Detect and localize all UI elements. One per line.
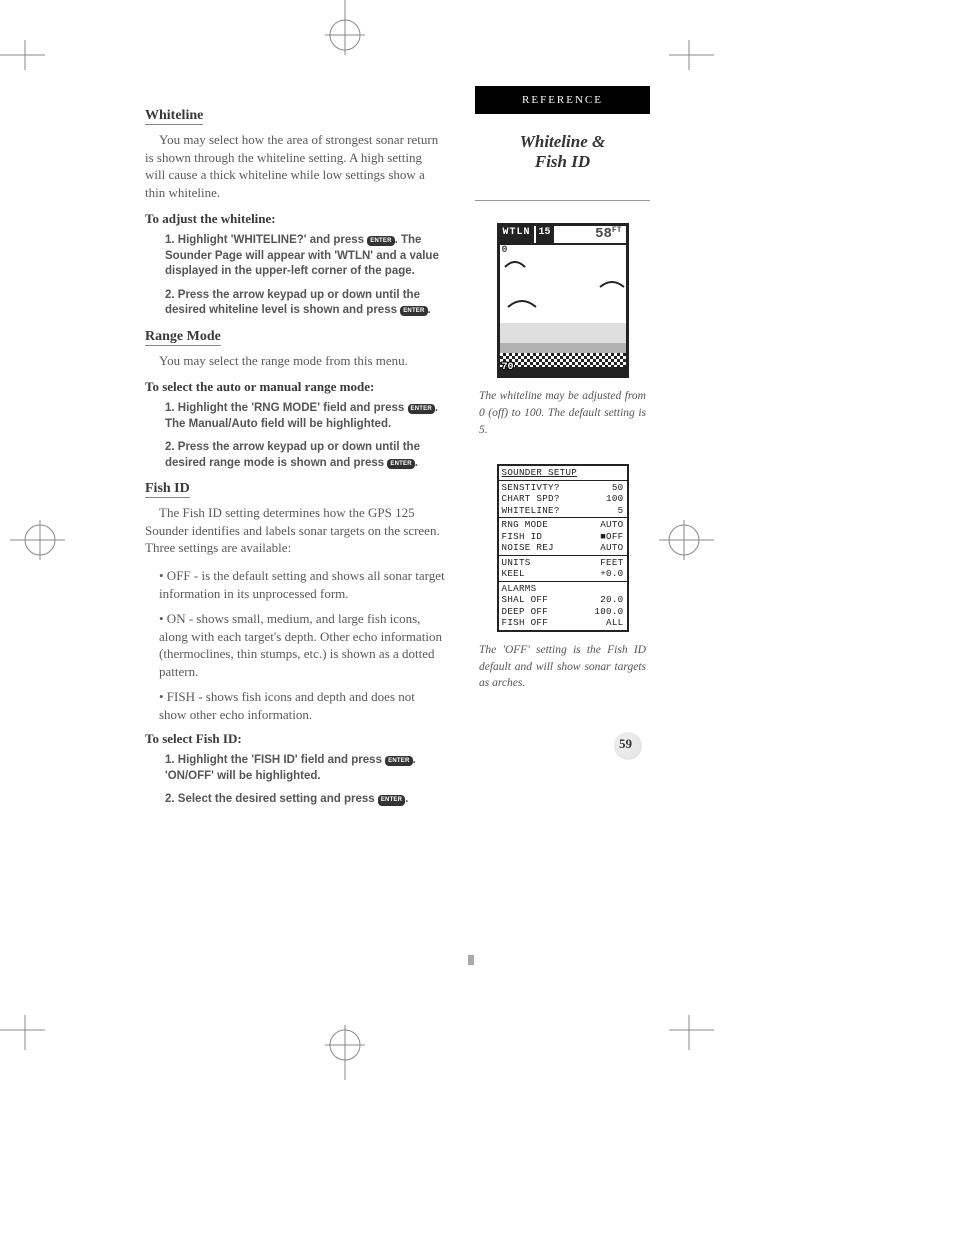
menu-label: CHART SPD? bbox=[502, 493, 560, 505]
lcd-wtln-value: 15 bbox=[536, 226, 554, 243]
menu-value: FEET bbox=[600, 557, 623, 569]
lcd-wtln-label: WTLN bbox=[500, 226, 534, 243]
crop-mark-ml bbox=[10, 515, 70, 565]
whiteline-checker bbox=[500, 353, 626, 367]
enter-key-icon: ENTER bbox=[408, 404, 435, 414]
menu-label: ALARMS bbox=[502, 583, 537, 595]
whiteline-step1: 1. Highlight 'WHITELINE?' and press ENTE… bbox=[165, 233, 445, 280]
crop-mark-tr bbox=[654, 25, 714, 75]
menu-label: FISH OFF bbox=[502, 617, 549, 629]
menu-title: SOUNDER SETUP bbox=[499, 466, 627, 481]
lcd-header: WTLN 15 58FT bbox=[500, 226, 626, 245]
enter-key-icon: ENTER bbox=[367, 236, 394, 246]
page-title-line1: Whiteline & bbox=[475, 132, 650, 152]
fishid-b1: • OFF - is the default setting and shows… bbox=[159, 567, 445, 602]
menu-block-3: UNITS FEET KEEL +0.0 bbox=[499, 556, 627, 582]
menu-block-2: RNG MODE AUTO FISH ID ■OFF NOISE REJ AUTO bbox=[499, 518, 627, 556]
fishid-sub: To select Fish ID: bbox=[145, 731, 445, 747]
menu-value: +0.0 bbox=[600, 568, 623, 580]
range-step1: 1. Highlight the 'RNG MODE' field and pr… bbox=[165, 401, 445, 432]
menu-label: NOISE REJ bbox=[502, 542, 554, 554]
side-column: REFERENCE Whiteline & Fish ID WTLN 15 58… bbox=[475, 86, 650, 692]
step-text: . bbox=[405, 793, 408, 805]
crop-mark-bl bbox=[0, 1010, 60, 1060]
whiteline-sub: To adjust the whiteline: bbox=[145, 211, 445, 227]
main-column: Whiteline You may select how the area of… bbox=[145, 106, 445, 816]
lcd-depth: 58FT bbox=[554, 226, 626, 243]
fishid-b3: • FISH - shows fish icons and depth and … bbox=[159, 688, 445, 723]
menu-label: RNG MODE bbox=[502, 519, 549, 531]
menu-value: AUTO bbox=[600, 542, 623, 554]
lcd-sonar-screenshot: WTLN 15 58FT 0 70 bbox=[497, 223, 629, 378]
lcd-scale-bottom: 70 bbox=[502, 362, 514, 373]
lcd-depth-num: 58 bbox=[595, 226, 612, 242]
enter-key-icon: ENTER bbox=[385, 756, 412, 766]
crop-mark-br bbox=[654, 1010, 714, 1060]
menu-value: 5 bbox=[618, 505, 624, 517]
fishid-b2: • ON - shows small, medium, and large fi… bbox=[159, 610, 445, 680]
menu-label: UNITS bbox=[502, 557, 531, 569]
crop-mark-bc bbox=[320, 1020, 370, 1080]
step-text: 1. Highlight the 'FISH ID' field and pre… bbox=[165, 754, 385, 766]
range-step2: 2. Press the arrow keypad up or down unt… bbox=[165, 440, 445, 471]
step-text: 2. Press the arrow keypad up or down unt… bbox=[165, 441, 420, 469]
menu-label: DEEP OFF bbox=[502, 606, 549, 618]
page-number: 59 bbox=[619, 736, 632, 752]
caption-whiteline: The whiteline may be adjusted from 0 (of… bbox=[479, 388, 646, 438]
lcd-body: 0 70 bbox=[500, 245, 626, 375]
menu-value: ■OFF bbox=[600, 531, 623, 543]
caption-fishid: The 'OFF' setting is the Fish ID default… bbox=[479, 642, 646, 692]
crop-mark-mr bbox=[654, 515, 714, 565]
menu-value: ALL bbox=[606, 617, 623, 629]
heading-range: Range Mode bbox=[145, 329, 221, 346]
range-sub: To select the auto or manual range mode: bbox=[145, 379, 445, 395]
whiteline-para: You may select how the area of strongest… bbox=[145, 131, 445, 201]
lcd-menu-screenshot: SOUNDER SETUP SENSTIVTY? 50 CHART SPD? 100… bbox=[497, 464, 629, 632]
step-text: 2. Select the desired setting and press bbox=[165, 793, 378, 805]
heading-fishid: Fish ID bbox=[145, 481, 190, 498]
step-text: 1. Highlight the 'RNG MODE' field and pr… bbox=[165, 402, 408, 414]
step-text: . bbox=[428, 304, 431, 316]
menu-value: AUTO bbox=[600, 519, 623, 531]
crop-mark-tl bbox=[0, 25, 60, 75]
menu-label: WHITELINE? bbox=[502, 505, 560, 517]
menu-label: SHAL OFF bbox=[502, 594, 549, 606]
menu-label: KEEL bbox=[502, 568, 525, 580]
menu-value: 100 bbox=[606, 493, 623, 505]
step-text: 1. Highlight 'WHITELINE?' and press bbox=[165, 234, 367, 246]
range-para: You may select the range mode from this … bbox=[145, 352, 445, 370]
menu-value: 20.0 bbox=[600, 594, 623, 606]
fishid-step2: 2. Select the desired setting and press … bbox=[165, 792, 445, 808]
menu-value: 100.0 bbox=[594, 606, 623, 618]
menu-value: 50 bbox=[612, 482, 624, 494]
menu-label: FISH ID bbox=[502, 531, 543, 543]
menu-block-1: SENSTIVTY? 50 CHART SPD? 100 WHITELINE? 5 bbox=[499, 481, 627, 519]
whiteline-step2: 2. Press the arrow keypad up or down unt… bbox=[165, 288, 445, 319]
enter-key-icon: ENTER bbox=[387, 459, 414, 469]
enter-key-icon: ENTER bbox=[400, 306, 427, 316]
fishid-step1: 1. Highlight the 'FISH ID' field and pre… bbox=[165, 753, 445, 784]
crop-mark-tc bbox=[320, 0, 370, 60]
tick-mark bbox=[468, 955, 474, 965]
step-text: . bbox=[415, 457, 418, 469]
enter-key-icon: ENTER bbox=[378, 795, 405, 805]
menu-label: SENSTIVTY? bbox=[502, 482, 560, 494]
step-text: 2. Press the arrow keypad up or down unt… bbox=[165, 289, 420, 317]
lcd-depth-unit: FT bbox=[612, 226, 622, 235]
menu-value-text: OFF bbox=[606, 531, 623, 542]
menu-block-4: ALARMS SHAL OFF 20.0 DEEP OFF 100.0 FISH O… bbox=[499, 582, 627, 630]
heading-whiteline: Whiteline bbox=[145, 108, 203, 125]
fishid-para: The Fish ID setting determines how the G… bbox=[145, 504, 445, 557]
page-title: Whiteline & Fish ID bbox=[475, 114, 650, 201]
reference-label: REFERENCE bbox=[475, 86, 650, 114]
page-title-line2: Fish ID bbox=[475, 152, 650, 172]
